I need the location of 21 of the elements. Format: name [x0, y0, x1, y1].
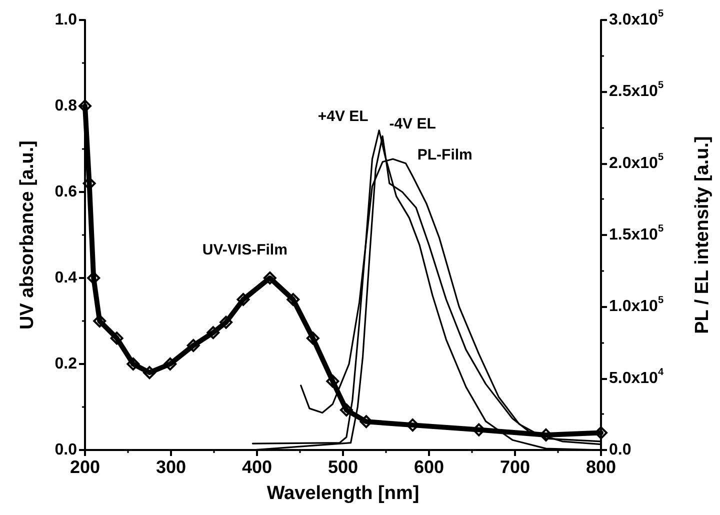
x-tick-label: 300 [156, 457, 186, 477]
y-tick-label: 0.4 [54, 270, 78, 286]
series-label: +4V EL [318, 108, 368, 125]
x-tick-label: 700 [500, 457, 530, 477]
y-tick-label: 0.2 [54, 356, 78, 372]
series-label: PL-Film [417, 146, 472, 164]
x-tick-label: 800 [586, 457, 616, 477]
x-tick-label: 600 [414, 457, 444, 477]
x-tick-label: 500 [328, 457, 358, 477]
x-axis-title: Wavelength [nm] [266, 483, 420, 504]
y-tick-label: 0.0 [54, 442, 78, 458]
y-axis-title: UV absorbance [a.u.] [17, 140, 38, 330]
x-tick-label: 400 [242, 457, 272, 477]
y-tick-label: 0.8 [54, 98, 78, 114]
y2-tick-label: 0.0 [609, 442, 632, 458]
y2-axis-title: PL / EL intensity [a.u.] [692, 136, 713, 334]
series-label: -4V EL [389, 116, 436, 133]
y-tick-label: 0.6 [54, 184, 78, 200]
x-tick-label: 200 [70, 457, 100, 477]
series-label: UV-VIS-Film [202, 242, 288, 258]
y-tick-label: 1.0 [54, 12, 78, 28]
